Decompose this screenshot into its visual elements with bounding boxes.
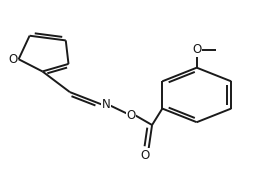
Text: N: N [102,98,111,111]
Text: O: O [141,149,150,162]
Text: O: O [192,43,201,56]
Text: O: O [8,53,17,66]
Text: O: O [126,108,136,122]
